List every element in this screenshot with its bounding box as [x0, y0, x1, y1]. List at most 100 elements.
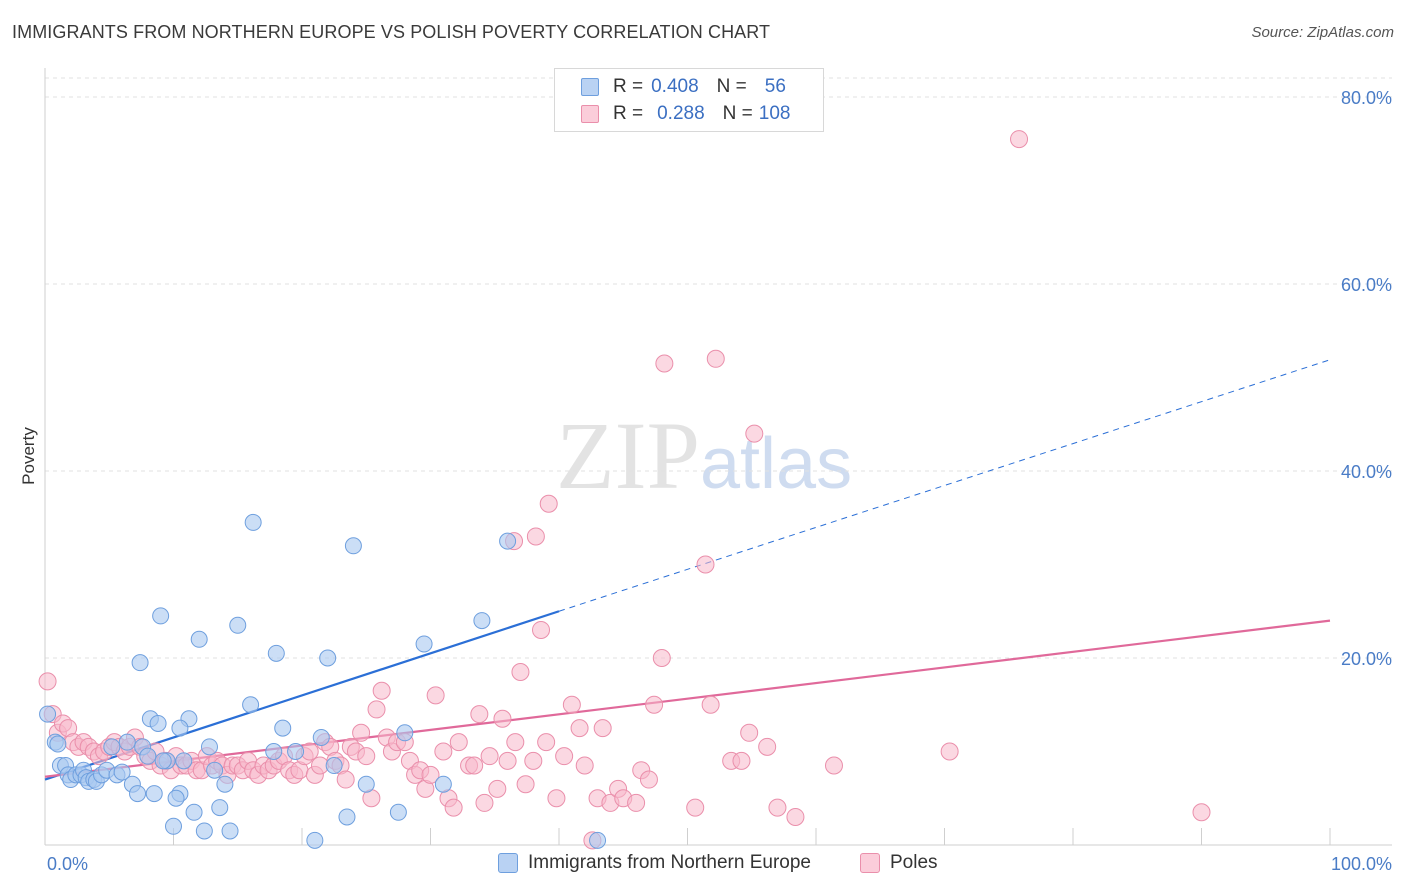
series-northern-europe-points — [39, 513, 607, 849]
legend-r-value: 0.288 — [657, 103, 705, 124]
point-poles — [506, 733, 525, 752]
point-poles — [532, 620, 551, 639]
point-northern-europe — [149, 714, 167, 732]
bottom-legend-label-poles: Poles — [890, 852, 938, 873]
point-northern-europe — [229, 616, 247, 634]
point-poles — [701, 695, 720, 714]
point-northern-europe — [154, 752, 172, 770]
point-northern-europe — [195, 822, 213, 840]
point-poles — [696, 555, 715, 574]
bottom-legend-poles: Poles — [860, 852, 938, 874]
point-northern-europe — [312, 728, 330, 746]
point-northern-europe — [267, 644, 285, 662]
point-northern-europe — [39, 705, 57, 723]
x-tick-label-max: 100.0% — [1331, 854, 1392, 874]
point-poles — [547, 789, 566, 808]
point-northern-europe — [287, 743, 305, 760]
point-poles — [539, 494, 558, 513]
point-poles — [480, 747, 499, 766]
point-northern-europe — [244, 513, 262, 531]
point-northern-europe — [589, 831, 607, 849]
grid-lines — [45, 77, 1392, 659]
legend-swatch-northern-europe — [581, 78, 599, 96]
legend-r-value: 0.408 — [651, 76, 699, 97]
point-poles — [940, 742, 959, 761]
point-northern-europe — [389, 803, 407, 821]
bottom-legend-label-northern-europe: Immigrants from Northern Europe — [528, 852, 811, 873]
point-poles — [470, 705, 489, 724]
series-poles-points — [38, 130, 1211, 850]
y-tick-label: 80.0% — [1341, 88, 1392, 108]
legend-n-value: 108 — [758, 103, 791, 124]
y-axis-label: Poverty — [19, 427, 38, 485]
point-northern-europe — [145, 785, 163, 803]
point-northern-europe — [415, 635, 433, 653]
point-northern-europe — [165, 817, 182, 835]
point-northern-europe — [190, 630, 208, 648]
point-poles — [493, 709, 512, 728]
point-northern-europe — [338, 808, 356, 826]
point-northern-europe — [175, 752, 193, 770]
point-poles — [570, 719, 589, 738]
point-poles — [575, 756, 594, 775]
point-northern-europe — [434, 775, 452, 793]
point-poles — [740, 723, 759, 742]
trend-line-northern-europe-extension — [558, 359, 1331, 612]
point-northern-europe — [49, 735, 67, 753]
legend-row-poles: R = 0.288 N = 108 — [581, 101, 790, 127]
source-label: Source: ZipAtlas.com — [1251, 24, 1394, 41]
x-tick-label-min: 0.0% — [47, 854, 88, 874]
point-northern-europe — [325, 757, 343, 775]
y-tick-label: 40.0% — [1341, 462, 1392, 482]
point-poles — [444, 798, 463, 817]
point-northern-europe — [265, 743, 283, 760]
bottom-legend: Immigrants from Northern Europe Poles — [0, 850, 1406, 878]
bottom-legend-northern-europe: Immigrants from Northern Europe — [498, 852, 811, 874]
point-poles — [38, 672, 57, 691]
point-poles — [434, 742, 453, 761]
point-poles — [652, 649, 671, 667]
legend-n-label: N = — [722, 103, 753, 124]
point-poles — [786, 807, 805, 826]
point-poles — [562, 695, 581, 714]
point-poles — [352, 723, 371, 742]
point-northern-europe — [274, 719, 292, 737]
point-northern-europe — [499, 532, 517, 550]
legend-r-label: R = — [613, 103, 644, 124]
point-poles — [537, 733, 556, 752]
point-poles — [1192, 803, 1211, 822]
point-poles — [627, 793, 646, 812]
point-poles — [367, 700, 386, 719]
point-poles — [824, 756, 843, 775]
point-poles — [655, 354, 674, 373]
trend-line-poles — [44, 619, 1331, 778]
y-tick-label: 20.0% — [1341, 649, 1392, 669]
point-poles — [555, 747, 574, 766]
point-northern-europe — [113, 763, 131, 781]
point-northern-europe — [473, 612, 491, 630]
point-poles — [768, 798, 787, 817]
point-poles — [449, 733, 468, 752]
point-northern-europe — [152, 607, 170, 625]
point-poles — [421, 765, 440, 784]
point-poles — [511, 663, 530, 682]
point-poles — [465, 756, 484, 775]
point-northern-europe — [200, 738, 218, 756]
point-poles — [526, 527, 545, 546]
point-poles — [758, 737, 777, 756]
point-poles — [524, 751, 543, 770]
point-northern-europe — [185, 803, 203, 821]
point-poles — [372, 681, 391, 700]
point-poles — [645, 695, 664, 714]
point-poles — [516, 775, 535, 794]
point-northern-europe — [103, 738, 121, 756]
point-northern-europe — [396, 724, 414, 742]
bottom-legend-swatch-northern-europe — [498, 853, 518, 873]
trend-lines — [44, 359, 1331, 781]
point-poles — [336, 770, 355, 789]
legend-swatch-poles — [581, 105, 599, 123]
point-poles — [1010, 130, 1029, 149]
tick-labels: 20.0% 40.0% 60.0% 80.0% 0.0% 100.0% — [47, 88, 1392, 874]
point-northern-europe — [131, 654, 149, 672]
